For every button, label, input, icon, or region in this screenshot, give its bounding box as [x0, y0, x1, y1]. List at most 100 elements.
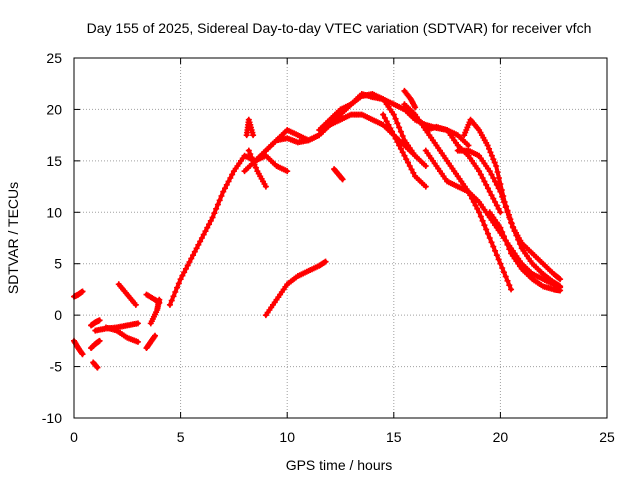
- data-point-arc-12: [182, 265, 189, 272]
- data-point-arc-12: [193, 245, 200, 252]
- data-point-arc-27: [504, 241, 511, 248]
- data-point-arc-12: [422, 163, 429, 169]
- data-point-arc-3: [96, 317, 103, 324]
- data-point-arc-12: [214, 201, 221, 208]
- data-point-arc-23: [477, 171, 484, 178]
- data-point-arc-23: [486, 188, 493, 195]
- y-axis-label: SDTVAR / TECUs: [5, 182, 21, 294]
- data-point-arc-12: [179, 272, 186, 279]
- x-tick-label: 5: [177, 429, 185, 445]
- data-point-arc-12: [188, 255, 195, 262]
- data-point-arc-22: [488, 239, 495, 246]
- data-point-arc-20: [401, 152, 408, 159]
- data-point-arc-20: [406, 163, 413, 169]
- data-point-arc-27: [497, 224, 504, 231]
- data-point-arc-26: [501, 199, 508, 205]
- data-point-arc-23: [488, 192, 495, 199]
- data-point-arc-25: [486, 168, 493, 175]
- data-point-arc-22: [506, 282, 513, 289]
- data-point-arc-20: [390, 132, 397, 139]
- series-track-arc-17: [263, 259, 328, 318]
- data-point-arc-18: [399, 133, 406, 139]
- data-point-arc-26: [497, 181, 504, 187]
- data-point-arc-22: [495, 256, 502, 263]
- data-point-arc-22: [493, 252, 500, 259]
- data-point-arc-20: [405, 159, 412, 166]
- data-point-arc-27: [557, 287, 564, 294]
- data-point-arc-23: [476, 168, 483, 175]
- data-point-arc-12: [186, 259, 193, 265]
- data-point-arc-1: [79, 288, 86, 295]
- data-point-arc-20: [380, 111, 387, 118]
- data-point-arc-19: [339, 176, 346, 183]
- y-tick-label: 15: [46, 153, 62, 169]
- data-point-arc-18: [394, 120, 401, 127]
- data-point-arc-12: [227, 175, 234, 181]
- data-point-arc-22: [490, 243, 497, 250]
- data-point-arc-15: [250, 157, 257, 164]
- data-point-arc-26: [557, 276, 564, 283]
- data-point-arc-20: [381, 115, 388, 121]
- data-points: [71, 87, 564, 371]
- data-point-arc-22: [486, 235, 493, 241]
- data-point-arc-16: [250, 132, 257, 139]
- data-point-arc-20: [389, 128, 396, 135]
- data-point-arc-12: [209, 214, 216, 221]
- data-point-arc-12: [200, 231, 207, 238]
- data-point-arc-26: [504, 207, 511, 214]
- data-point-arc-12: [184, 262, 191, 269]
- data-point-arc-18: [390, 111, 397, 118]
- data-point-arc-27: [500, 233, 507, 240]
- data-point-arc-20: [392, 135, 399, 142]
- x-axis-label: GPS time / hours: [286, 457, 393, 473]
- data-point-arc-22: [470, 199, 477, 205]
- data-point-arc-23: [495, 205, 502, 212]
- data-point-arc-27: [499, 229, 506, 235]
- data-point-arc-15: [251, 161, 258, 168]
- data-point-arc-23: [490, 195, 497, 202]
- data-point-arc-12: [172, 289, 179, 295]
- data-point-arc-23: [497, 209, 504, 216]
- data-point-arc-9: [152, 332, 159, 339]
- data-point-arc-12: [190, 252, 197, 259]
- axis-ticks: 0 5 10 15 20 25 -10 -5 0 5 10 15 20 25: [42, 50, 615, 445]
- data-point-arc-11: [156, 296, 163, 303]
- data-point-arc-15: [248, 154, 255, 161]
- data-point-arc-20: [399, 149, 406, 156]
- data-point-arc-20: [385, 121, 392, 128]
- data-point-arc-12: [197, 238, 204, 245]
- data-point-arc-26: [556, 275, 563, 282]
- data-point-arc-23: [493, 202, 500, 209]
- data-point-arc-25: [492, 178, 499, 185]
- data-point-arc-5: [96, 337, 103, 344]
- data-point-arc-15: [252, 164, 259, 171]
- data-point-arc-26: [488, 152, 495, 159]
- data-point-arc-12: [202, 228, 209, 235]
- data-point-arc-12: [213, 205, 220, 212]
- data-point-arc-22: [508, 286, 515, 293]
- data-point-arc-12: [175, 280, 182, 287]
- data-point-arc-22: [481, 222, 488, 229]
- data-point-arc-26: [493, 163, 500, 169]
- data-point-arc-12: [195, 241, 202, 248]
- x-tick-label: 0: [70, 429, 78, 445]
- data-point-arc-12: [207, 217, 214, 224]
- data-point-arc-26: [500, 193, 507, 199]
- data-point-arc-14: [284, 168, 291, 175]
- data-point-arc-12: [223, 181, 230, 188]
- data-point-arc-22: [479, 217, 486, 224]
- chart-title: Day 155 of 2025, Sidereal Day-to-day VTE…: [87, 20, 592, 36]
- y-tick-label: 5: [54, 256, 62, 272]
- data-point-arc-22: [499, 265, 506, 271]
- data-point-arc-12: [216, 197, 223, 204]
- data-point-arc-18: [412, 152, 419, 159]
- data-point-arc-22: [502, 273, 509, 280]
- data-point-arc-12: [198, 235, 205, 241]
- data-point-arc-20: [403, 156, 410, 163]
- data-point-arc-26: [507, 216, 514, 223]
- data-point-arc-23: [492, 199, 499, 205]
- data-point-arc-20: [396, 142, 403, 149]
- data-point-arc-12: [222, 185, 229, 192]
- data-point-arc-25: [488, 171, 495, 178]
- x-tick-label: 20: [493, 429, 509, 445]
